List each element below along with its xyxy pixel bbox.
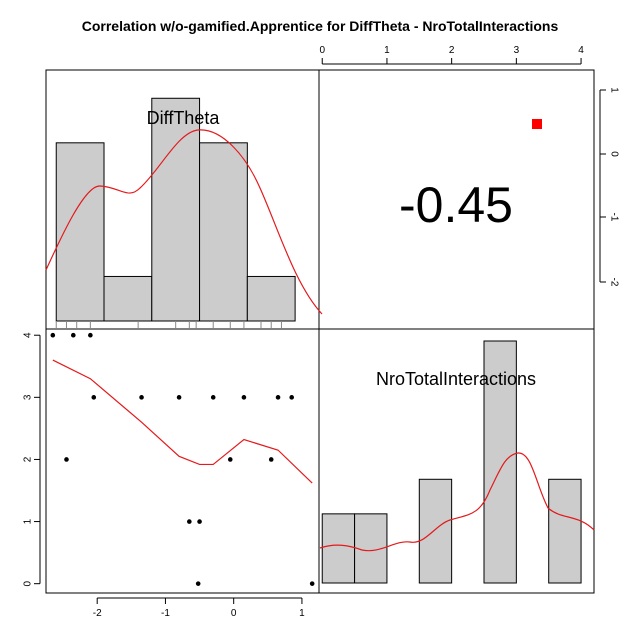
scatter-point xyxy=(227,457,233,462)
histogram-bar-difftheta xyxy=(103,275,153,322)
scatter-point xyxy=(197,519,202,524)
histogram-bar-difftheta xyxy=(151,97,201,322)
y-tick-label-right: 1 xyxy=(608,87,619,93)
scatter-point xyxy=(268,457,274,462)
panel-label-difftheta: DiffTheta xyxy=(147,108,221,128)
y-tick-label-right: 0 xyxy=(608,151,619,157)
y-tick-label-left: 3 xyxy=(23,394,34,400)
histogram-bar-nrototalinteractions xyxy=(548,478,582,584)
correlation-value: -0.45 xyxy=(399,177,513,233)
x-tick-label-bottom: 0 xyxy=(231,608,237,619)
significance-marker xyxy=(532,119,542,129)
loess-line xyxy=(52,359,313,484)
density-curve-nrototalinteractions xyxy=(319,452,595,552)
y-tick-label-left: 1 xyxy=(23,518,34,524)
scatter-point xyxy=(71,332,76,338)
y-tick-label-right: -1 xyxy=(608,213,619,222)
scatter-point xyxy=(64,457,69,462)
y-tick-label-left: 0 xyxy=(23,580,34,586)
x-tick-label-top: 3 xyxy=(514,45,520,56)
x-tick-label-bottom: -1 xyxy=(161,608,170,619)
x-tick-label-top: 0 xyxy=(319,45,325,56)
scatter-point xyxy=(210,395,216,400)
chart-title: Correlation w/o-gamified.Apprentice for … xyxy=(81,18,559,34)
scatter-point xyxy=(176,395,182,400)
histogram-bar-nrototalinteractions xyxy=(321,513,356,584)
scatter-point xyxy=(187,519,192,524)
x-tick-label-top: 1 xyxy=(384,45,390,56)
histogram-bar-difftheta xyxy=(246,275,296,322)
x-tick-label-bottom: 1 xyxy=(299,608,305,619)
density-curve-difftheta xyxy=(45,129,323,315)
x-tick-label-top: 4 xyxy=(578,45,584,56)
histogram-bar-nrototalinteractions xyxy=(483,340,517,584)
scatter-point xyxy=(289,395,295,400)
y-tick-label-left: 2 xyxy=(23,456,34,462)
panel-frame-bottom-right xyxy=(318,328,595,594)
y-tick-label-left: 4 xyxy=(23,332,34,338)
panel-label-nrototalinteractions: NroTotalInteractions xyxy=(376,369,536,389)
scatter-point xyxy=(50,332,56,338)
panel-frame-bottom-left xyxy=(45,328,320,594)
scatter-point xyxy=(241,395,247,400)
y-tick-label-right: -2 xyxy=(608,278,619,287)
histogram-bar-difftheta xyxy=(55,142,105,322)
scatter-point xyxy=(309,581,315,586)
scatter-point xyxy=(91,395,97,400)
x-tick-label-top: 2 xyxy=(449,45,455,56)
x-tick-label-bottom: -2 xyxy=(93,608,102,619)
scatter-point xyxy=(195,581,201,586)
scatter-point xyxy=(275,395,281,400)
histogram-bar-nrototalinteractions xyxy=(418,478,453,584)
histogram-bar-difftheta xyxy=(199,142,248,322)
scatter-point xyxy=(88,332,93,338)
scatter-point xyxy=(139,395,144,400)
